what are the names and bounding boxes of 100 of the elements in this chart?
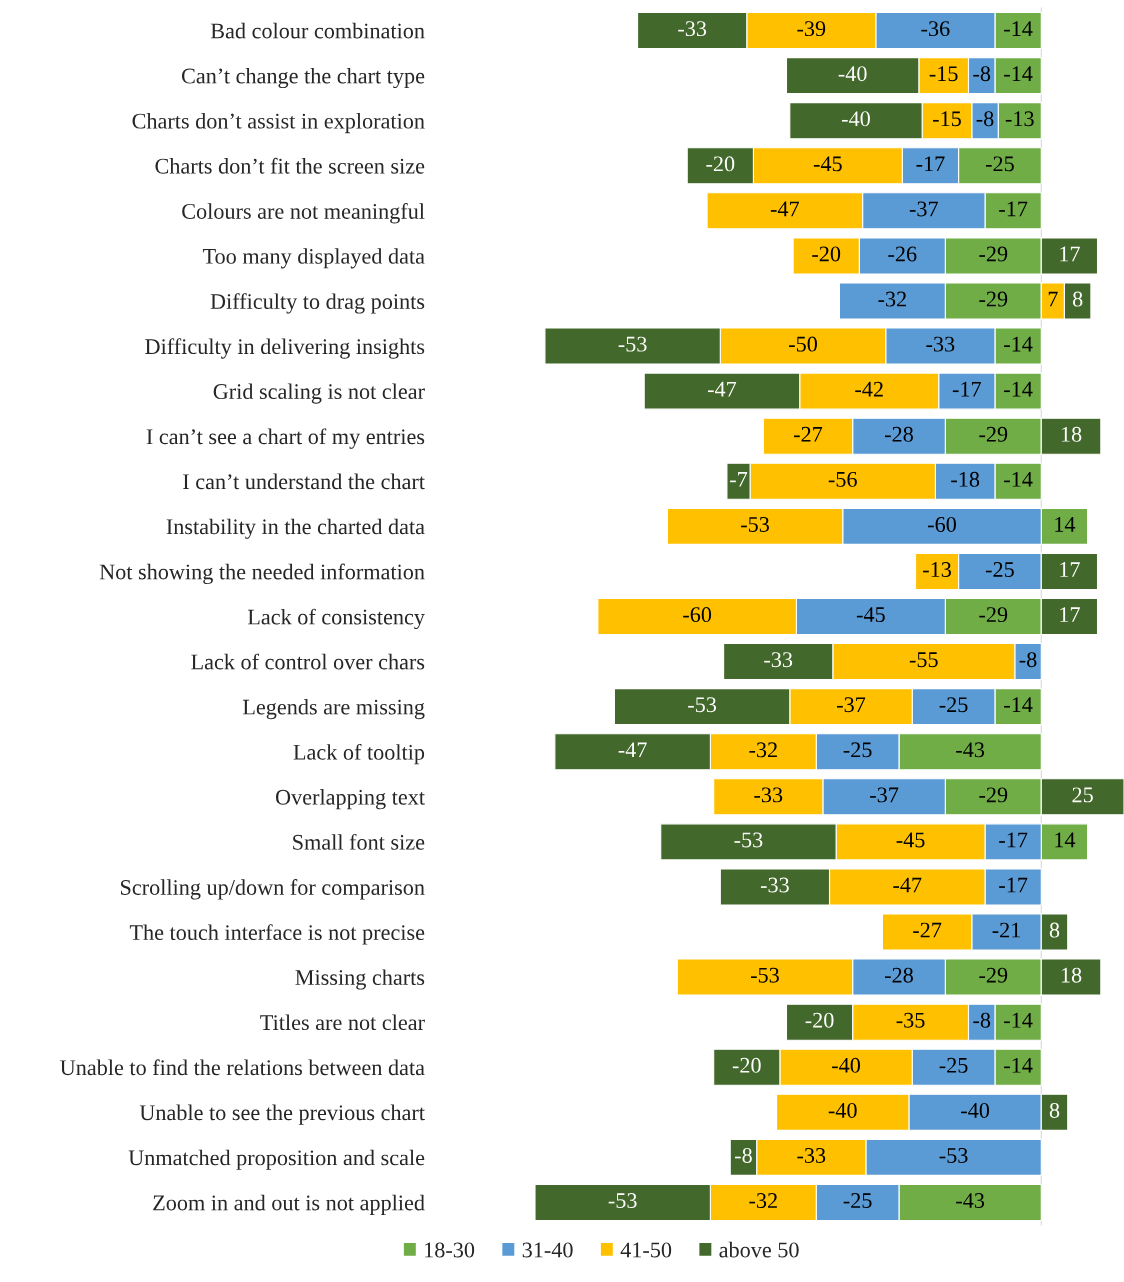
y-tick-label: Lack of consistency: [247, 608, 425, 630]
y-tick-label: Small font size: [293, 833, 425, 850]
data-label: -14: [1004, 697, 1033, 712]
data-label: -20: [706, 156, 735, 172]
data-label: -40: [961, 1102, 990, 1118]
data-label: -33: [760, 877, 789, 893]
data-label: -20: [805, 1012, 834, 1028]
data-label: -18: [951, 471, 980, 487]
data-label: -25: [985, 562, 1014, 577]
y-tick-label: Charts don’t fit the screen size: [155, 157, 425, 174]
data-label: -8: [976, 111, 994, 127]
data-label: -13: [923, 562, 951, 577]
legend-label: 18-30: [425, 1242, 475, 1258]
y-tick-label: I can’t understand the chart: [183, 473, 425, 490]
data-label: -28: [885, 426, 913, 442]
data-label: -25: [843, 742, 872, 758]
legend-label: 41-50: [620, 1242, 672, 1258]
data-label: -27: [913, 922, 942, 938]
data-label: -17: [916, 156, 945, 172]
data-label: -29: [979, 967, 1008, 983]
data-label: -37: [870, 787, 899, 803]
data-label: -29: [979, 607, 1008, 623]
data-label: 14: [1055, 832, 1076, 848]
data-label: -33: [764, 652, 793, 668]
data-label: -14: [1004, 381, 1033, 397]
data-label: -33: [678, 21, 707, 37]
data-label: -33: [797, 1148, 826, 1163]
data-label: -8: [735, 1147, 752, 1163]
data-label: -33: [926, 336, 955, 352]
y-tick-label: Charts don’t assist in exploration: [132, 112, 425, 134]
data-label: -17: [952, 381, 981, 397]
data-label: -50: [789, 336, 817, 352]
data-label: 18: [1061, 426, 1082, 442]
data-label: -40: [841, 111, 870, 127]
data-label: -29: [979, 291, 1008, 307]
data-label: -47: [618, 742, 647, 758]
y-tick-label: Too many displayed data: [202, 248, 425, 269]
y-tick-label: Unable to see the previous chart: [139, 1104, 425, 1125]
data-label: -47: [707, 381, 737, 397]
data-label: -32: [749, 742, 777, 758]
data-label: 17: [1060, 246, 1080, 262]
data-label: -40: [838, 66, 867, 82]
data-label: -40: [832, 1057, 861, 1073]
data-label: -15: [929, 66, 958, 82]
y-tick-label: Bad colour combination: [210, 22, 425, 39]
y-tick-label: Titles are not clear: [260, 1014, 425, 1031]
data-label: -25: [939, 697, 968, 713]
data-label: 17: [1060, 562, 1080, 577]
y-tick-label: Unmatched proposition and scale: [128, 1149, 425, 1170]
data-label: 14: [1055, 517, 1076, 532]
y-tick-label: Lack of control over chars: [191, 653, 425, 670]
data-label: -53: [741, 516, 769, 532]
y-tick-label: The touch interface is not precise: [129, 924, 425, 945]
y-tick-label: Not showing the needed information: [99, 563, 425, 585]
data-label: -21: [992, 922, 1021, 938]
data-label: -55: [909, 652, 938, 668]
data-label: 25: [1072, 787, 1093, 803]
data-label: -17: [999, 877, 1028, 893]
y-tick-label: Grid scaling is not clear: [213, 383, 425, 404]
data-label: 7: [1048, 291, 1058, 307]
data-label: 8: [1072, 291, 1083, 307]
data-label: -33: [754, 787, 783, 803]
data-label: -8: [973, 66, 991, 82]
data-label: -42: [855, 381, 883, 397]
data-label: -25: [939, 1057, 968, 1073]
data-label: -14: [1004, 21, 1033, 36]
y-tick-label: Lack of tooltip: [293, 743, 425, 765]
data-label: -7: [730, 472, 748, 487]
data-label: -27: [794, 426, 823, 442]
data-label: -60: [928, 516, 956, 532]
y-tick-label: Colours are not meaningful: [182, 203, 425, 224]
data-label: -14: [1004, 66, 1033, 81]
data-label: -43: [956, 742, 985, 758]
y-tick-label: Instability in the charted data: [166, 518, 425, 539]
data-label: -25: [843, 1193, 872, 1209]
data-label: -56: [828, 471, 857, 487]
data-label: -53: [618, 336, 647, 352]
data-label: -14: [1004, 336, 1033, 352]
data-label: -47: [893, 877, 922, 893]
data-label: -43: [956, 1193, 985, 1209]
legend-label: above 50: [719, 1241, 799, 1258]
data-label: -37: [837, 697, 866, 713]
data-label: -17: [999, 201, 1028, 217]
data-label: -29: [979, 246, 1008, 262]
y-tick-label: Missing charts: [295, 969, 425, 990]
y-tick-label: Difficulty in delivering insights: [145, 338, 425, 359]
data-label: -53: [688, 697, 717, 713]
data-label: -26: [888, 246, 917, 262]
data-label: 8: [1049, 922, 1060, 938]
data-label: -45: [813, 156, 842, 172]
data-label: -8: [973, 1012, 991, 1028]
data-label: -37: [909, 201, 938, 217]
data-label: -39: [797, 21, 826, 37]
data-label: -25: [985, 156, 1014, 172]
y-tick-label: Legends are missing: [242, 698, 425, 720]
data-label: -45: [896, 832, 925, 848]
data-label: -13: [1005, 111, 1034, 127]
data-label: -53: [750, 967, 779, 983]
legend-label: 31-40: [522, 1242, 573, 1258]
y-tick-label: Difficulty to drag points: [210, 293, 425, 314]
